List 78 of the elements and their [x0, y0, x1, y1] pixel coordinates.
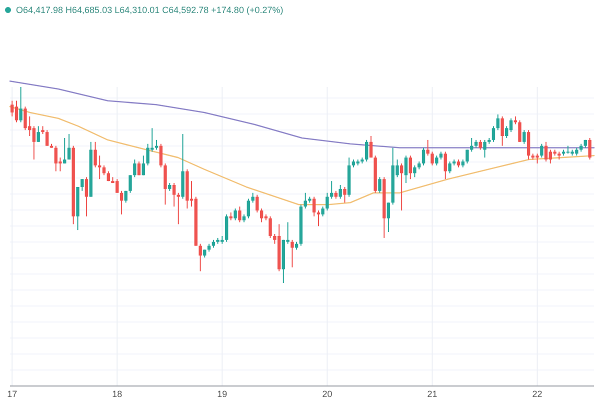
candlestick: [19, 86, 22, 123]
candlestick: [364, 139, 368, 162]
candlestick: [146, 143, 150, 166]
candlestick: [63, 137, 66, 164]
candlestick: [316, 210, 320, 227]
x-tick-label: 21: [427, 389, 438, 399]
candlestick: [164, 162, 167, 206]
candlestick: [120, 190, 124, 215]
candlestick: [133, 159, 136, 178]
candlestick: [80, 178, 84, 192]
x-tick-label: 17: [7, 389, 18, 399]
candlestick: [24, 106, 27, 131]
candlestick: [137, 160, 141, 176]
candlestick: [422, 147, 426, 166]
candlestick: [45, 130, 49, 146]
candlestick: [84, 176, 88, 217]
candlestick: [426, 139, 430, 156]
x-tick-label: 19: [217, 389, 228, 399]
candlestick: [378, 176, 382, 194]
candlestick: [483, 139, 486, 158]
candlestick: [32, 126, 36, 160]
candlestick: [246, 198, 250, 219]
candlestick: [326, 192, 329, 211]
candlestick: [369, 136, 373, 158]
candlestick: [224, 214, 228, 242]
candlestick: [400, 162, 404, 211]
candlestick: [176, 192, 180, 225]
text: O64,417.98 H64,685.03 L64,310.01 C64,592.78 +174.80 (+0.27%): [16, 5, 284, 15]
candlestick: [290, 239, 294, 268]
candlestick: [312, 196, 316, 217]
candlestick: [548, 149, 552, 164]
candlestick: [536, 153, 539, 164]
candlestick: [588, 137, 592, 160]
candlestick: [408, 155, 412, 180]
x-tick-label: 22: [532, 389, 542, 399]
candlestick: [330, 180, 334, 200]
candlestick: [172, 182, 176, 208]
candlestick: [256, 194, 259, 213]
candlestick: [98, 155, 102, 180]
candlestick: [67, 134, 71, 160]
candlestick: [522, 130, 526, 144]
candlestick: [321, 206, 324, 217]
candlestick: [386, 202, 390, 233]
candlestick: [435, 155, 438, 166]
candlestick: [540, 143, 544, 158]
candlestick: [413, 164, 416, 178]
candlestick: [154, 139, 158, 150]
candlestick: [198, 243, 202, 272]
candlestick: [343, 186, 346, 204]
candlestick: [234, 208, 237, 221]
candlestick: [10, 100, 14, 117]
candlestick: [448, 160, 452, 174]
candlestick: [509, 118, 513, 133]
candlestick: [430, 151, 434, 166]
candlestick: [304, 192, 307, 210]
candlestick: [36, 126, 40, 142]
candlestick: [338, 184, 342, 200]
candlestick: [500, 116, 504, 146]
candlestick: [518, 120, 522, 142]
candlestick: [492, 126, 496, 142]
candlestick: [260, 208, 264, 223]
candlestick: [268, 216, 272, 238]
candlestick: [496, 114, 500, 131]
candlestick: [128, 174, 132, 194]
candlestick: [526, 130, 530, 160]
candlestick: [544, 141, 548, 162]
candlestick: [251, 192, 254, 204]
candlestick: [142, 155, 145, 176]
candlestick: [478, 139, 482, 150]
candlestick: [404, 155, 408, 184]
candlestick: [94, 141, 97, 168]
candlestick: [466, 149, 469, 164]
x-tick-label: 18: [112, 389, 122, 399]
candlestick: [14, 100, 18, 123]
candlestick: [159, 143, 163, 168]
candlestick: [444, 151, 447, 180]
x-tick-label: 20: [322, 389, 332, 399]
candlestick: [238, 206, 242, 223]
